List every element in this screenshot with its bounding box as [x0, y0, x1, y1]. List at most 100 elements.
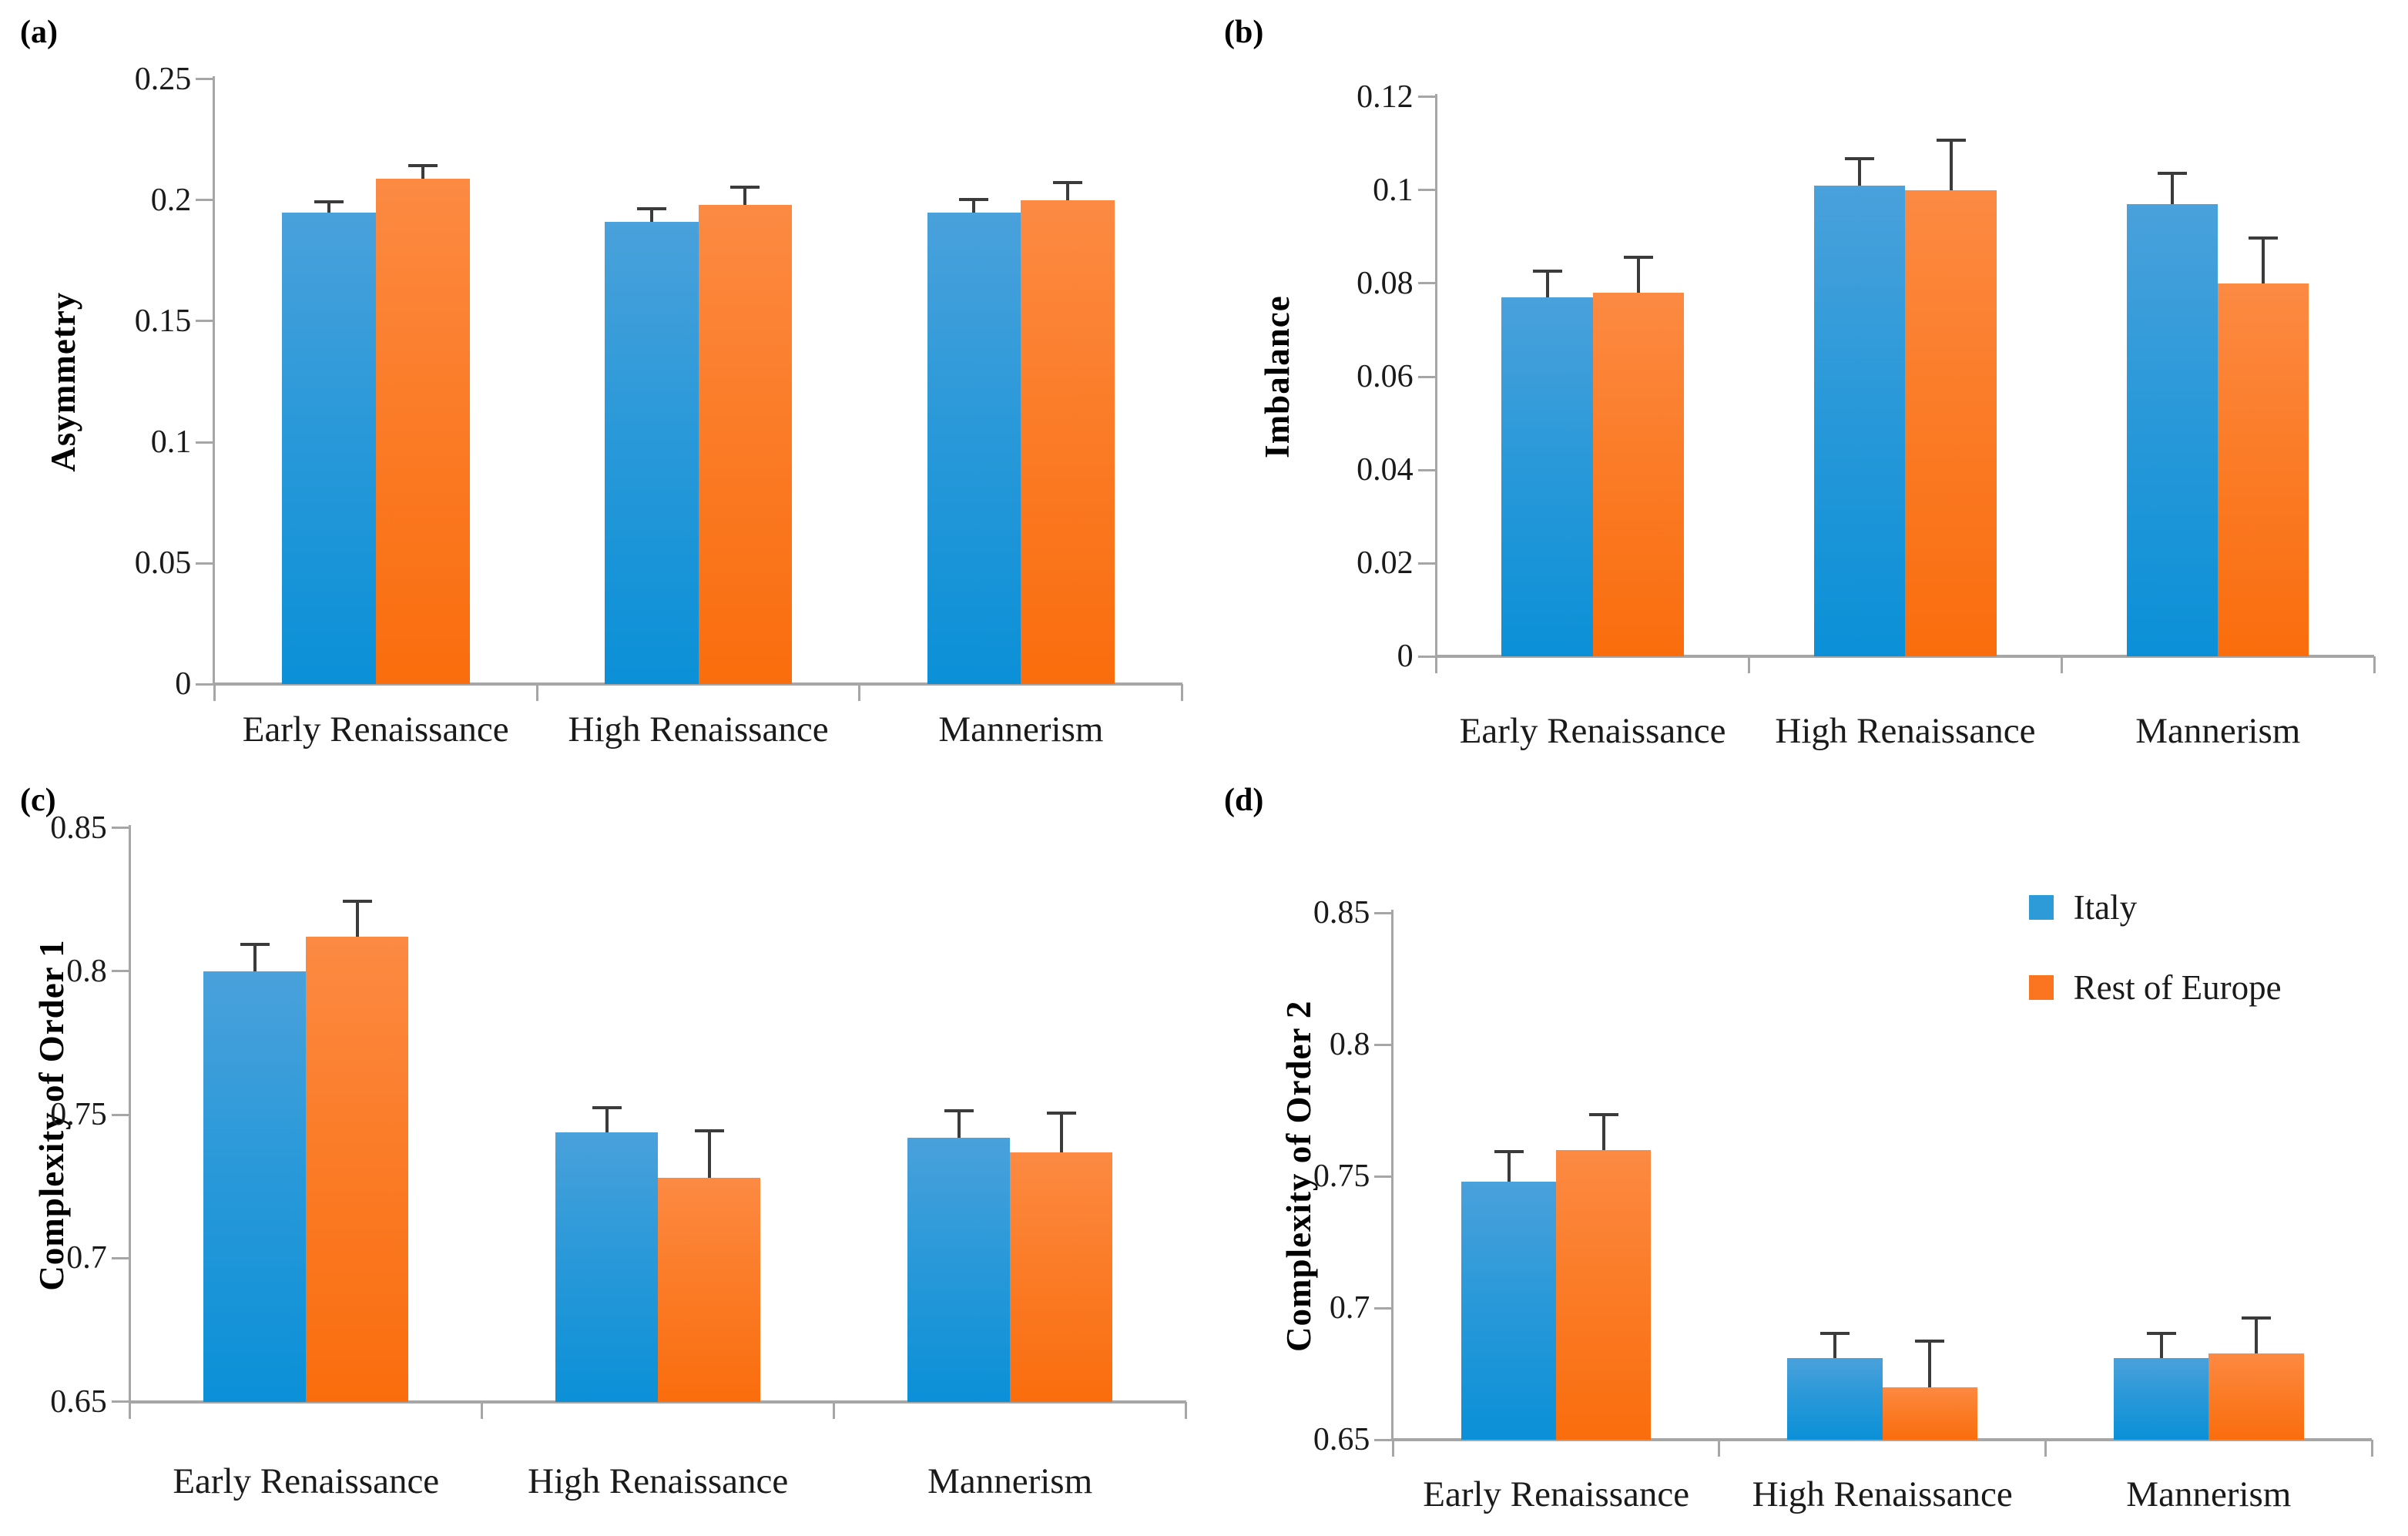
- y-tick-label: 0.15: [134, 303, 192, 339]
- x-category-label-mannerism: Mannerism: [927, 1461, 1093, 1501]
- error-bar-italy-mannerism: [972, 197, 976, 213]
- y-tick-mark: [196, 320, 213, 323]
- error-bar-cap-rest-of-europe-mannerism: [1046, 1112, 1076, 1115]
- y-tick-mark: [1374, 911, 1392, 914]
- x-tick-mark: [2044, 1440, 2047, 1457]
- error-bar-italy-early-renaissance: [1545, 269, 1549, 298]
- bar-rest-of-europe-early-renaissance: [306, 937, 409, 1402]
- y-tick-mark: [1374, 1175, 1392, 1178]
- y-axis-line: [1391, 910, 1394, 1442]
- x-tick-mark: [213, 684, 216, 702]
- error-bar-rest-of-europe-high-renaissance: [707, 1129, 711, 1179]
- error-bar-rest-of-europe-mannerism: [1066, 180, 1070, 200]
- y-axis-line: [128, 824, 131, 1404]
- x-category-label-mannerism: Mannerism: [2135, 711, 2301, 752]
- bar-italy-early-renaissance: [1461, 1182, 1557, 1440]
- error-bar-rest-of-europe-early-renaissance: [1636, 255, 1640, 293]
- error-bar-cap-italy-early-renaissance: [1494, 1150, 1524, 1154]
- error-bar-rest-of-europe-high-renaissance: [1928, 1340, 1932, 1387]
- error-bar-italy-high-renaissance: [1858, 157, 1862, 186]
- error-bar-cap-italy-mannerism: [2146, 1332, 2176, 1336]
- error-bar-cap-rest-of-europe-early-renaissance: [1588, 1113, 1618, 1117]
- y-tick-mark: [111, 1256, 129, 1259]
- error-bar-cap-italy-early-renaissance: [1532, 269, 1562, 273]
- error-bar-italy-mannerism: [2159, 1332, 2163, 1359]
- x-tick-mark: [1435, 656, 1438, 674]
- error-bar-italy-mannerism: [2171, 171, 2175, 204]
- y-tick-label: 0: [1397, 639, 1414, 675]
- y-tick-mark: [111, 1400, 129, 1404]
- x-tick-mark: [1181, 684, 1184, 702]
- error-bar-italy-early-renaissance: [1507, 1150, 1511, 1182]
- bar-italy-high-renaissance: [604, 222, 699, 685]
- rest-of-europe-swatch-icon: [2028, 974, 2054, 1000]
- bar-rest-of-europe-early-renaissance: [375, 178, 470, 685]
- panel-d-complexity-order-2: (d) Complexity of Order 2 0.65 0.7 0.75 0.8…: [1204, 768, 2408, 1536]
- error-bar-cap-rest-of-europe-mannerism: [2249, 236, 2279, 240]
- y-tick-mark: [1417, 96, 1435, 99]
- error-bar-rest-of-europe-early-renaissance: [1601, 1113, 1605, 1151]
- y-tick-mark: [196, 78, 213, 81]
- y-axis-line: [1434, 93, 1437, 659]
- y-tick-mark: [1417, 562, 1435, 565]
- x-category-label-high-renaissance: High Renaissance: [1775, 711, 2036, 752]
- panel-b-imbalance: (b) Imbalance 0 0.02 0.04 0.06 0.08 0.1 0.12 Ea…: [1204, 0, 2408, 768]
- y-tick-mark: [1417, 189, 1435, 192]
- x-category-label-early-renaissance: Early Renaissance: [1423, 1474, 1690, 1515]
- x-tick-mark: [2370, 1440, 2373, 1457]
- bar-italy-mannerism: [2127, 203, 2219, 657]
- panel-a-y-axis-title: Asymmetry: [44, 291, 83, 472]
- error-bar-rest-of-europe-mannerism: [2262, 236, 2265, 283]
- x-category-label-high-renaissance: High Renaissance: [568, 709, 829, 750]
- y-tick-label: 0.85: [50, 810, 107, 846]
- error-bar-cap-italy-high-renaissance: [1845, 157, 1875, 161]
- y-tick-label: 0.2: [150, 182, 192, 218]
- x-axis-line: [128, 1400, 1186, 1404]
- error-bar-cap-rest-of-europe-mannerism: [1053, 180, 1083, 184]
- error-bar-cap-rest-of-europe-high-renaissance: [1936, 139, 1966, 143]
- error-bar-italy-high-renaissance: [1833, 1332, 1837, 1359]
- y-tick-mark: [1417, 655, 1435, 658]
- y-tick-mark: [111, 827, 129, 830]
- error-bar-rest-of-europe-early-renaissance: [421, 163, 424, 179]
- y-tick-label: 0.75: [1313, 1159, 1370, 1195]
- error-bar-cap-italy-early-renaissance: [314, 200, 344, 203]
- x-category-label-mannerism: Mannerism: [2126, 1474, 2292, 1515]
- y-tick-label: 0.1: [1373, 172, 1414, 208]
- error-bar-cap-rest-of-europe-high-renaissance: [1915, 1340, 1945, 1343]
- italy-swatch-icon: [2028, 894, 2054, 920]
- error-bar-cap-italy-high-renaissance: [1820, 1332, 1850, 1336]
- y-tick-label: 0.85: [1313, 895, 1370, 931]
- x-axis-line: [1434, 655, 2375, 659]
- legend-item-rest-of-europe: Rest of Europe: [2028, 968, 2282, 1008]
- y-tick-mark: [1374, 1306, 1392, 1310]
- bar-italy-high-renaissance: [555, 1132, 659, 1402]
- panel-b-letter: (b): [1224, 15, 1264, 50]
- error-bar-cap-rest-of-europe-high-renaissance: [694, 1129, 724, 1132]
- error-bar-cap-italy-mannerism: [2158, 171, 2188, 175]
- y-tick-label: 0.12: [1357, 79, 1414, 115]
- panel-a-letter: (a): [20, 15, 58, 50]
- x-tick-mark: [535, 684, 538, 702]
- x-tick-mark: [129, 1401, 132, 1419]
- x-category-label-mannerism: Mannerism: [938, 709, 1104, 750]
- panel-b-y-axis-title: Imbalance: [1257, 295, 1296, 458]
- bar-italy-mannerism: [2114, 1358, 2209, 1440]
- bar-rest-of-europe-high-renaissance: [658, 1178, 761, 1402]
- y-tick-mark: [196, 441, 213, 444]
- error-bar-cap-rest-of-europe-mannerism: [2241, 1316, 2271, 1320]
- x-tick-mark: [1185, 1401, 1188, 1419]
- x-category-label-early-renaissance: Early Renaissance: [242, 709, 509, 750]
- y-tick-mark: [196, 199, 213, 202]
- y-tick-label: 0: [175, 666, 192, 703]
- error-bar-italy-high-renaissance: [649, 207, 653, 223]
- y-tick-label: 0.75: [50, 1097, 107, 1133]
- panel-c-plot-area: 0.65 0.7 0.75 0.8 0.85 Early Renaissance High …: [50, 812, 1188, 1501]
- bar-italy-mannerism: [907, 1137, 1011, 1402]
- panel-c-complexity-order-1: (c) Complexity of Order 1 0.65 0.7 0.75 0.8…: [0, 768, 1204, 1536]
- bar-rest-of-europe-mannerism: [1021, 200, 1115, 685]
- bar-rest-of-europe-mannerism: [1010, 1152, 1113, 1402]
- y-tick-mark: [1417, 375, 1435, 378]
- y-tick-label: 0.7: [1329, 1290, 1370, 1326]
- error-bar-italy-early-renaissance: [327, 200, 330, 213]
